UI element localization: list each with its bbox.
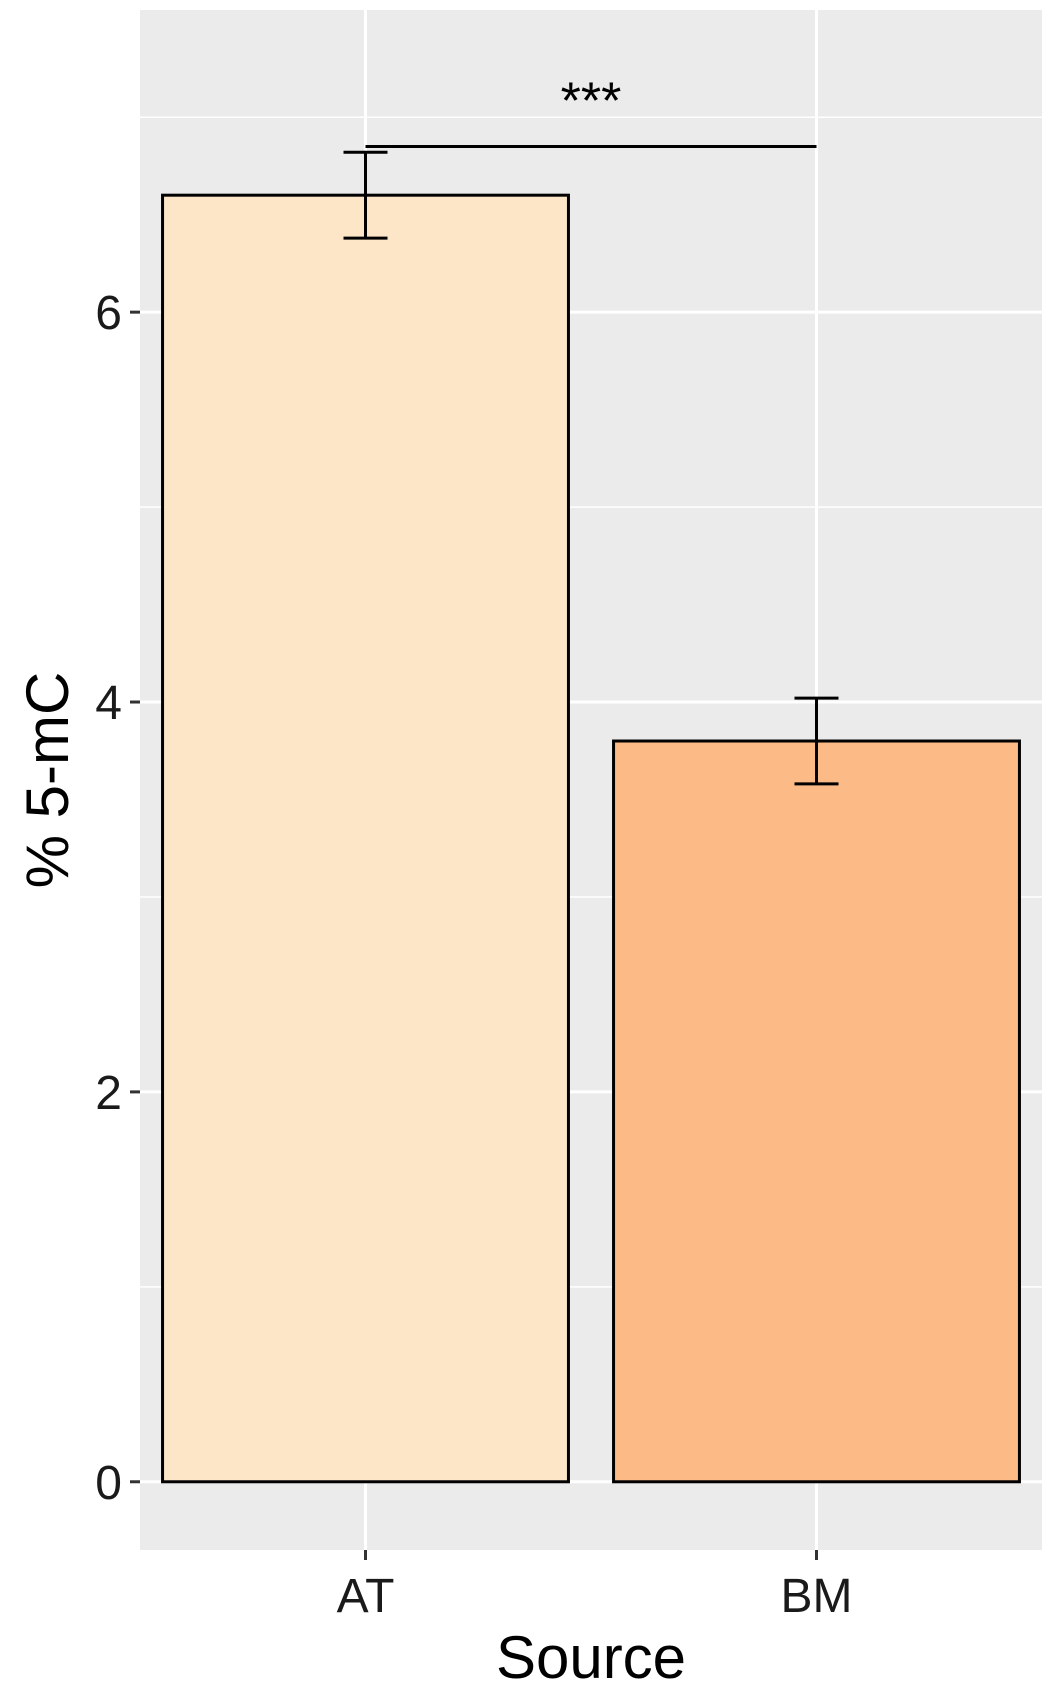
bars (161, 193, 1021, 1484)
x-axis: AT BM (337, 1550, 853, 1623)
significance-annotation: *** (365, 72, 817, 148)
x-axis-title: Source (496, 1624, 686, 1691)
significance-label: *** (561, 72, 622, 130)
y-tick-label: 0 (95, 1457, 122, 1510)
y-axis-title: % 5-mC (14, 672, 81, 889)
y-axis: 0 2 4 6 (95, 287, 140, 1510)
y-tick-label: 6 (95, 287, 122, 340)
error-bars (343, 150, 839, 786)
x-tick-label: BM (781, 1570, 853, 1623)
x-tick-label: AT (337, 1570, 395, 1623)
y-tick-label: 2 (95, 1067, 122, 1120)
y-tick-label: 4 (95, 677, 122, 730)
bar-bm (612, 739, 1021, 1484)
bar-at (161, 193, 570, 1484)
